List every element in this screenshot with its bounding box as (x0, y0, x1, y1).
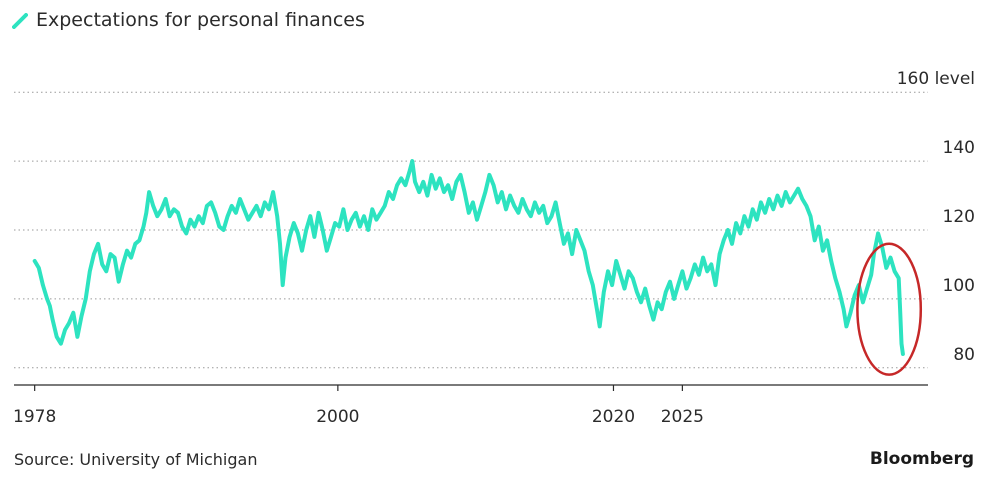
chart-title: Expectations for personal finances (36, 9, 365, 31)
y-tick-label: 140 (943, 138, 975, 158)
y-tick-label: 120 (943, 207, 975, 227)
highlight-circle (856, 242, 923, 376)
y-tick-label: 160 level (897, 69, 975, 89)
series-line (32, 159, 905, 356)
y-tick-label: 80 (953, 345, 975, 365)
chart-legend: Expectations for personal finances (12, 9, 365, 31)
x-tick-label: 2025 (661, 407, 704, 427)
brand-logo: Bloomberg (869, 449, 974, 469)
x-tick-label: 2020 (592, 407, 635, 427)
x-tick-label: 1978 (13, 407, 56, 427)
legend-swatch-icon (12, 12, 28, 29)
y-tick-label: 100 (943, 276, 975, 296)
source-note: Source: University of Michigan (14, 450, 258, 469)
x-tick-label: 2000 (316, 407, 359, 427)
